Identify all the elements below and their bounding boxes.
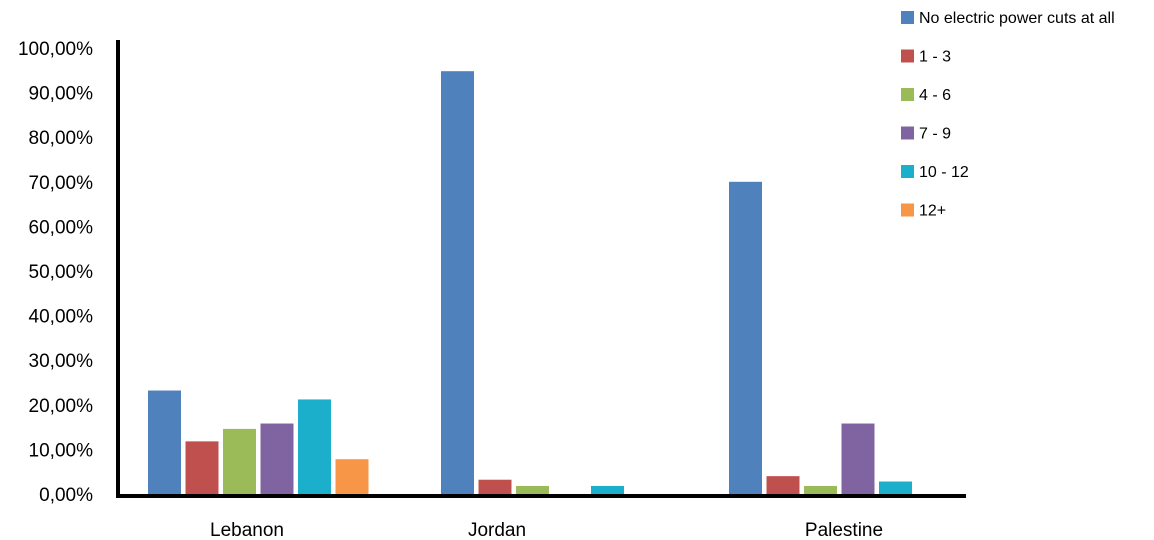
bar-jordan-series-2 — [516, 485, 549, 494]
bar-lebanon-series-2 — [223, 428, 256, 494]
bars-group — [148, 71, 912, 495]
y-tick-label: 90,00% — [29, 84, 94, 105]
y-tick-label: 0,00% — [39, 485, 93, 506]
y-tick-label: 40,00% — [29, 307, 94, 328]
bar-palestine-series-2 — [804, 485, 837, 494]
bar-lebanon-series-5 — [335, 459, 369, 494]
category-label-palestine: Palestine — [805, 520, 883, 540]
category-labels: Lebanon Jordan Palestine — [210, 520, 883, 540]
legend-swatch — [901, 88, 914, 101]
y-tick-label: 30,00% — [29, 351, 94, 372]
legend-swatch — [901, 203, 914, 217]
legend-swatch — [901, 11, 914, 24]
legend-label: No electric power cuts at all — [919, 10, 1115, 27]
legend-swatch — [901, 126, 914, 140]
y-tick-label: 80,00% — [29, 128, 94, 149]
y-tick-label: 100,00% — [18, 39, 93, 60]
bar-palestine-series-1 — [766, 476, 800, 494]
bar-palestine-series-4 — [879, 481, 912, 494]
bar-jordan-series-4 — [591, 485, 624, 494]
y-tick-label: 50,00% — [29, 262, 94, 283]
legend-label: 4 - 6 — [919, 87, 951, 104]
legend-swatch — [901, 165, 914, 178]
y-tick-label: 70,00% — [29, 173, 94, 194]
bar-palestine-series-3 — [841, 423, 875, 494]
category-label-jordan: Jordan — [468, 520, 526, 540]
y-tick-label: 20,00% — [29, 396, 94, 417]
legend-label: 1 - 3 — [919, 49, 951, 66]
legend-label: 10 - 12 — [919, 164, 969, 181]
bar-lebanon-series-3 — [260, 423, 294, 494]
legend-label: 12+ — [919, 203, 946, 220]
bar-lebanon-series-0 — [148, 390, 181, 494]
legend-label: 7 - 9 — [919, 126, 951, 143]
legend-swatch — [901, 49, 914, 63]
bar-lebanon-series-1 — [185, 441, 219, 494]
legend: No electric power cuts at all 1 - 3 4 - 6 7… — [901, 10, 1115, 220]
category-label-lebanon: Lebanon — [210, 520, 284, 540]
y-tick-label: 10,00% — [29, 440, 94, 461]
y-tick-labels: 0,00% 10,00% 20,00% 30,00% 40,00% 50,00% 60,00… — [18, 39, 93, 506]
y-tick-label: 60,00% — [29, 217, 94, 238]
bar-jordan-series-0 — [441, 71, 474, 494]
bar-jordan-series-1 — [478, 479, 512, 494]
bar-palestine-series-0 — [729, 181, 762, 495]
bar-lebanon-series-4 — [298, 399, 331, 494]
